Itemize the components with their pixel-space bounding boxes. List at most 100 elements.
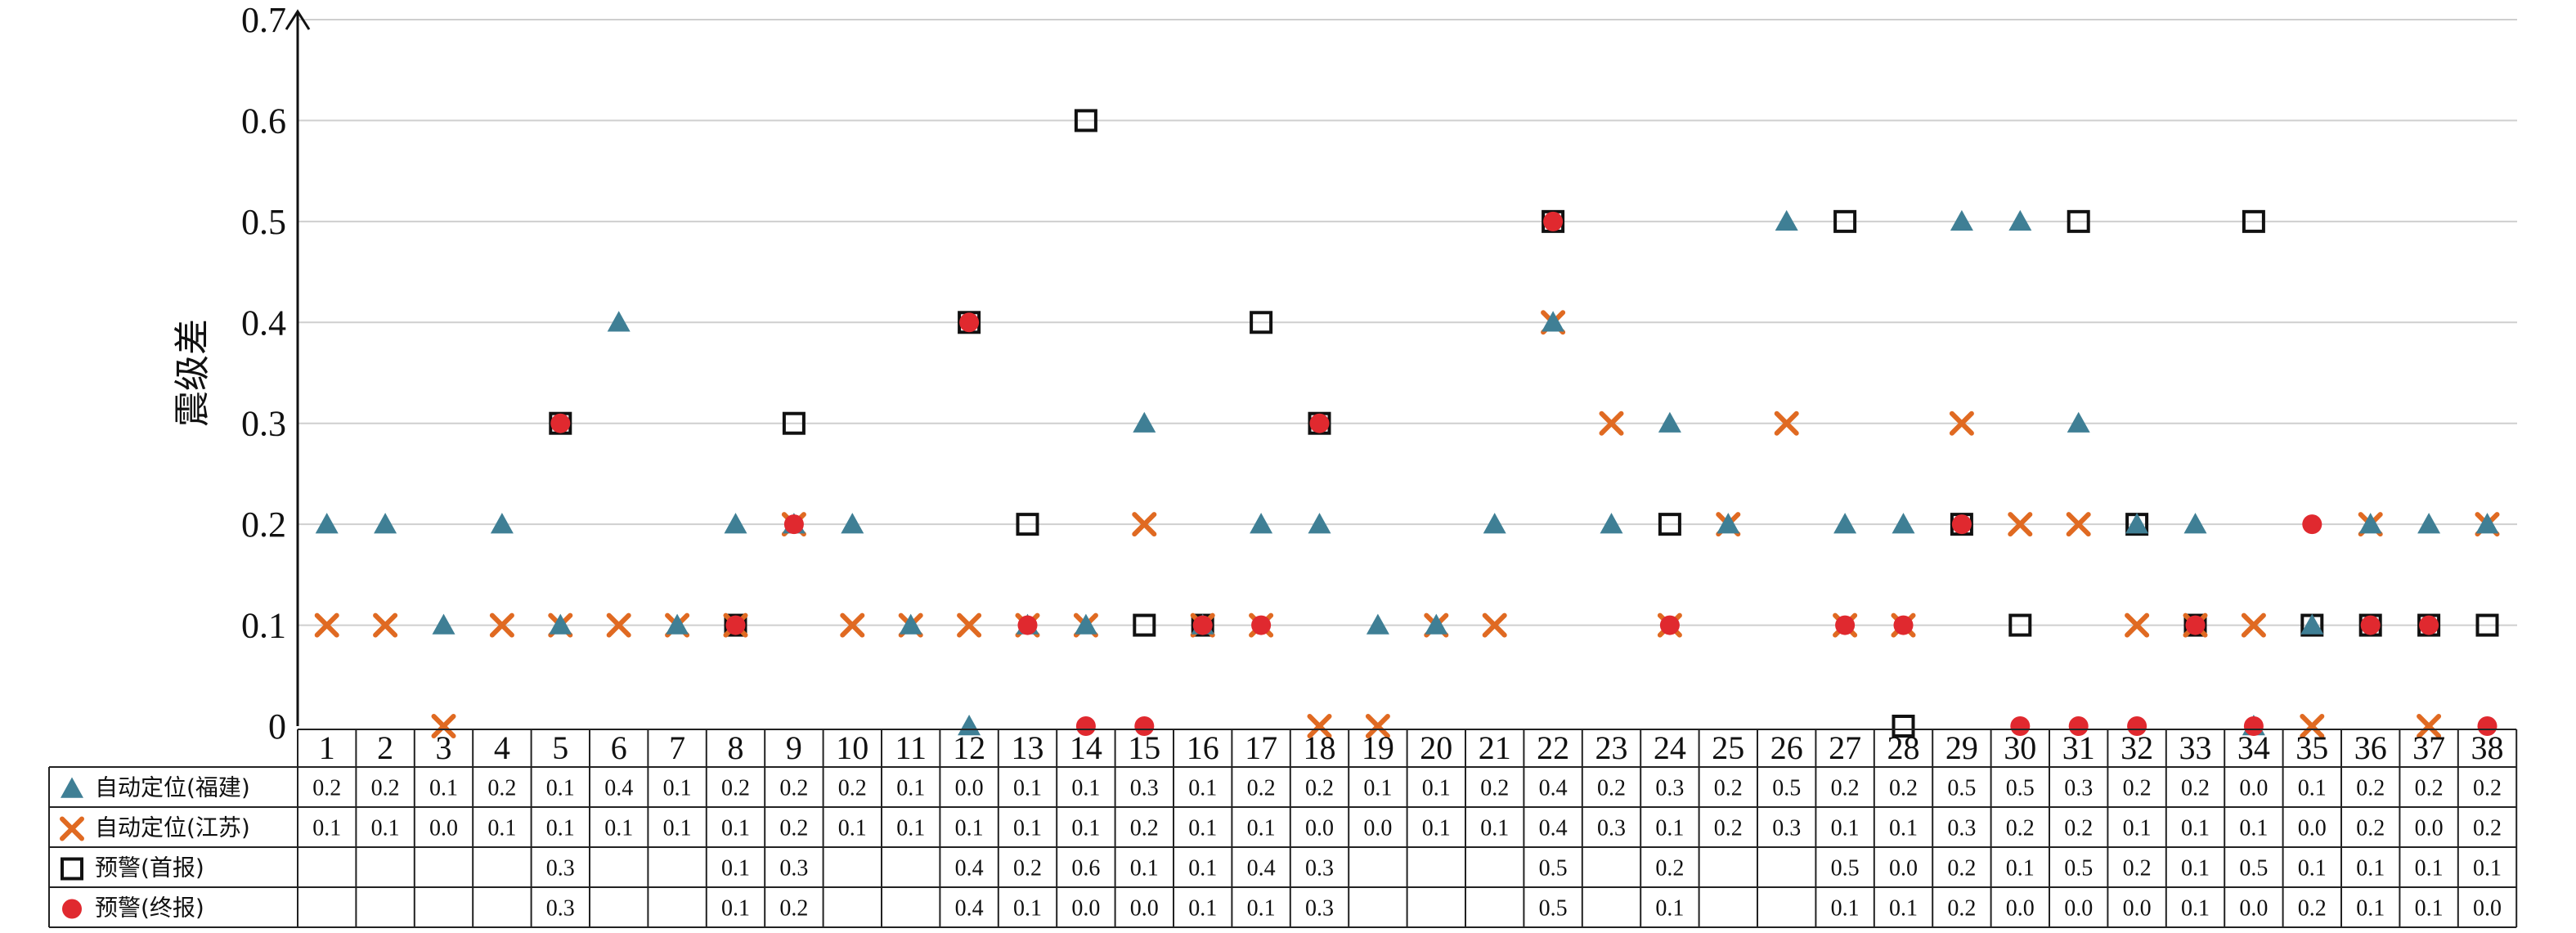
table-cell: 0.5 (1947, 776, 1976, 801)
cross-stroke (1949, 410, 1974, 436)
data-point (840, 612, 865, 638)
data-point (2066, 512, 2091, 537)
table-cell: 0.1 (2239, 816, 2268, 841)
table-cell: 0.4 (1539, 816, 1568, 841)
data-point (1892, 513, 1915, 534)
table-cell: 0.1 (1188, 856, 1217, 881)
data-point (899, 613, 922, 635)
table-cell: 0.1 (1889, 896, 1918, 922)
data-point (2475, 613, 2499, 637)
x-category-label: 20 (1420, 729, 1452, 766)
table-cell: 0.2 (1714, 816, 1743, 841)
x-category-label: 23 (1595, 729, 1628, 766)
cross-stroke (2417, 714, 2442, 738)
data-point (1016, 513, 1039, 536)
table-cell: 0.1 (2006, 856, 2035, 881)
table-cell: 0.4 (1539, 776, 1568, 801)
data-point (724, 513, 747, 534)
table-cell: 0.0 (2239, 776, 2268, 801)
mark-layer (314, 109, 2500, 738)
table-cell: 0.1 (1422, 816, 1451, 841)
table-cell: 0.5 (1539, 896, 1568, 922)
cross-stroke (60, 816, 84, 841)
table-cell: 0.5 (1831, 856, 1860, 881)
table-cell: 0.0 (2064, 896, 2093, 922)
table-cell: 0.1 (663, 776, 692, 801)
table-cell: 0.1 (838, 816, 867, 841)
data-point (1074, 109, 1097, 132)
table-cell: 0.4 (955, 896, 984, 922)
table-cell: 0.2 (2006, 816, 2035, 841)
table-cell: 0.0 (2415, 816, 2444, 841)
table-cell: 0.2 (1013, 856, 1042, 881)
data-point (1542, 311, 1565, 332)
cross-stroke (489, 612, 514, 638)
table-cell: 0.1 (2356, 896, 2385, 922)
table-cell: 0.1 (604, 816, 633, 841)
data-point (1482, 612, 1507, 638)
table-cell: 0.1 (1480, 816, 1509, 841)
table-cell: 0.1 (721, 816, 750, 841)
x-category-label: 6 (611, 729, 627, 766)
x-category-label: 34 (2237, 729, 2270, 766)
x-category-label: 30 (2004, 729, 2036, 766)
table-cell: 0.1 (312, 816, 341, 841)
data-point (2475, 513, 2499, 534)
table-cell: 0.3 (1947, 816, 1976, 841)
table-cell: 0.1 (663, 816, 692, 841)
data-point (1892, 715, 1915, 738)
series-circle (550, 211, 2497, 736)
data-point (2127, 716, 2147, 736)
data-point (61, 857, 83, 881)
x-category-label: 4 (494, 729, 510, 766)
table-cell: 0.1 (1071, 776, 1100, 801)
x-category-label: 38 (2471, 729, 2504, 766)
table-cell: 0.2 (487, 776, 516, 801)
table-cell: 0.1 (546, 816, 575, 841)
table-cell: 0.1 (1013, 896, 1042, 922)
table-cell: 0.1 (1363, 776, 1392, 801)
x-category-label: 21 (1479, 729, 1511, 766)
table-cell: 0.1 (1188, 816, 1217, 841)
table-cell: 0.2 (2473, 776, 2502, 801)
y-axis-arrow (285, 9, 311, 30)
data-point (2010, 716, 2031, 736)
legend-label: 预警(首报) (95, 855, 204, 881)
cross-stroke (2300, 714, 2325, 738)
data-point (2183, 513, 2207, 534)
data-point (2419, 615, 2439, 635)
table-cell: 0.1 (955, 816, 984, 841)
data-point (1949, 410, 1974, 436)
data-point (2302, 514, 2322, 535)
y-tick-label: 0.7 (241, 0, 286, 40)
series-triangle (315, 209, 2499, 736)
cross-stroke (2241, 612, 2266, 638)
data-point (1600, 513, 1623, 534)
table-cell: 0.4 (604, 776, 633, 801)
cross-stroke (2066, 512, 2091, 537)
data-point (1658, 411, 1681, 433)
x-category-label: 14 (1070, 729, 1102, 766)
x-category-label: 3 (436, 729, 452, 766)
data-point (783, 514, 804, 535)
x-category-label: 2 (377, 729, 393, 766)
table-cell: 0.1 (1188, 776, 1217, 801)
x-category-label: 15 (1128, 729, 1160, 766)
table-cell: 0.3 (1305, 896, 1334, 922)
x-category-label: 26 (1770, 729, 1803, 766)
table-cell: 0.1 (1247, 816, 1276, 841)
table-cell: 0.0 (2298, 816, 2327, 841)
table-cell: 0.1 (1655, 896, 1684, 922)
table-cell: 0.0 (2239, 896, 2268, 922)
table-cell: 0.2 (2473, 816, 2502, 841)
y-tick-label: 0.1 (241, 606, 286, 646)
y-tick-label: 0 (268, 706, 286, 747)
x-category-label: 28 (1887, 729, 1920, 766)
table-cell: 0.2 (2181, 776, 2210, 801)
data-point (606, 612, 631, 638)
data-point (2360, 615, 2381, 635)
table-cell: 0.2 (721, 776, 750, 801)
table-cell: 0.2 (1597, 776, 1626, 801)
data-point (2125, 513, 2149, 534)
table-cell: 0.5 (2064, 856, 2093, 881)
